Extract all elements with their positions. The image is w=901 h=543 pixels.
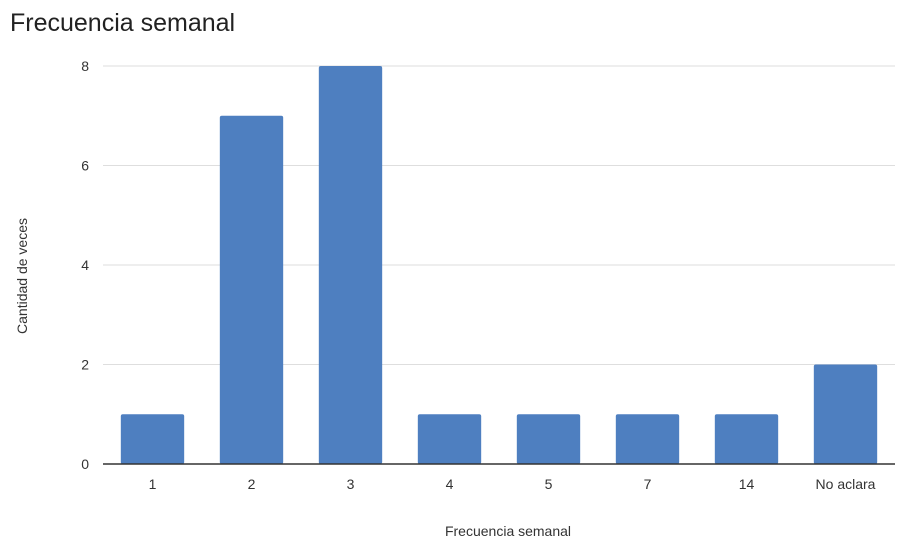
x-tick-label: 7 [644, 476, 652, 492]
bar [516, 414, 581, 464]
y-tick-label: 4 [81, 257, 89, 273]
x-tick-label: 5 [545, 476, 553, 492]
x-tick-label: 4 [446, 476, 454, 492]
bars [120, 66, 878, 464]
bar [714, 414, 779, 464]
x-tick-label: 2 [248, 476, 256, 492]
bar [318, 66, 383, 464]
x-tick-label: 1 [149, 476, 157, 492]
y-axis-ticks: 0 2 4 6 8 [81, 58, 89, 472]
x-tick-label: No aclara [816, 476, 876, 492]
x-tick-label: 14 [739, 476, 755, 492]
y-tick-label: 8 [81, 58, 89, 74]
y-axis-label: Cantidad de veces [14, 218, 30, 334]
bar [219, 115, 284, 464]
bar [813, 364, 878, 464]
bar [417, 414, 482, 464]
y-tick-label: 0 [81, 456, 89, 472]
x-tick-label: 3 [347, 476, 355, 492]
chart-title: Frecuencia semanal [10, 9, 235, 37]
y-tick-label: 2 [81, 357, 89, 373]
x-axis-ticks: 1 2 3 4 5 7 14 No aclara [149, 476, 876, 492]
x-axis-label: Frecuencia semanal [445, 523, 571, 539]
bar [120, 414, 185, 464]
bar [615, 414, 680, 464]
y-tick-label: 6 [81, 158, 89, 174]
